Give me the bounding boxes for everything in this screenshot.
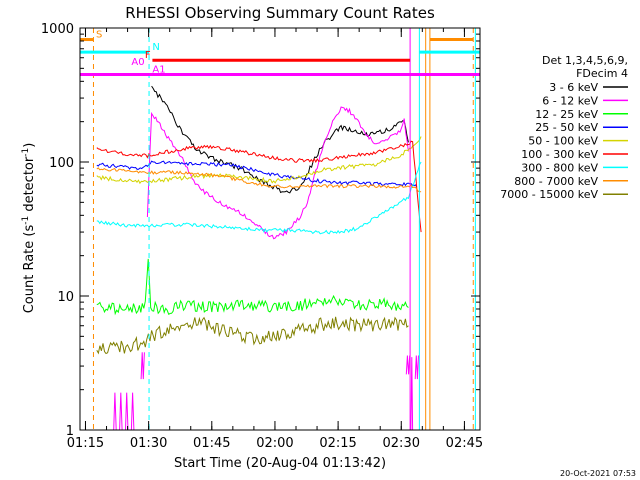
legend-header-line-2: FDecim 4 <box>576 67 628 80</box>
y-tick-label: 100 <box>49 156 74 171</box>
low-count-segment <box>410 357 414 431</box>
low-count-segment <box>119 392 123 431</box>
series-line-7 <box>96 161 422 235</box>
low-count-segment <box>130 392 135 431</box>
legend-entry-label: 3 - 6 keV <box>549 81 598 94</box>
legend-entry-label: 12 - 25 keV <box>535 108 598 121</box>
state-label-a1: A1 <box>152 64 165 75</box>
y-tick-label: 1 <box>66 424 74 439</box>
series-line-8 <box>96 167 422 193</box>
legend-entry-label: 100 - 300 keV <box>521 148 598 161</box>
low-count-segment <box>125 392 129 431</box>
legend-entry-label: 50 - 100 keV <box>528 135 598 148</box>
x-tick-label: 02:45 <box>446 436 483 451</box>
vertical-marker-layer <box>92 28 476 430</box>
series-layer <box>96 85 422 431</box>
state-label-f: F <box>145 50 151 61</box>
state-label-n: N <box>152 42 159 53</box>
legend-entry-label: 25 - 50 keV <box>535 121 598 134</box>
series-line-2 <box>146 106 409 240</box>
legend-entry-label: 6 - 12 keV <box>542 94 598 107</box>
x-tick-label: 02:15 <box>319 436 356 451</box>
series-line-6 <box>96 140 422 233</box>
x-tick-label: 01:45 <box>193 436 230 451</box>
timestamp: 20-Oct-2021 07:53 <box>560 469 636 478</box>
plot-frame <box>79 27 481 431</box>
x-axis-label: Start Time (20-Aug-04 01:13:42) <box>174 456 386 471</box>
legend-entry-label: 7000 - 15000 keV <box>500 188 598 201</box>
y-axis-ticks: 1 10 100 1000 <box>41 22 480 439</box>
series-line-9 <box>96 316 409 355</box>
series-line-4 <box>96 160 418 188</box>
low-count-segment <box>414 355 419 380</box>
legend-entry-label: 800 - 7000 keV <box>514 175 598 188</box>
state-label-s: S <box>96 30 102 41</box>
legend-header-line-1: Det 1,3,4,5,6,9, <box>542 54 628 67</box>
x-tick-label: 02:30 <box>383 436 420 451</box>
x-tick-label: 01:30 <box>130 436 167 451</box>
state-label-a0: A0 <box>131 57 144 68</box>
chart-title: RHESSI Observing Summary Count Rates <box>125 4 435 22</box>
series-line-3 <box>96 258 409 316</box>
y-tick-label: 1000 <box>41 22 74 37</box>
x-tick-label: 01:15 <box>67 436 104 451</box>
low-count-segment <box>405 355 411 375</box>
y-tick-label: 10 <box>57 290 74 305</box>
legend-entry-label: 300 - 800 keV <box>521 161 598 174</box>
x-axis-ticks: 01:15 01:30 01:45 02:00 02:15 02:30 02:45 <box>67 28 483 451</box>
low-count-segment <box>113 392 117 431</box>
x-tick-label: 02:00 <box>256 436 293 451</box>
y-axis-label: Count Rate (s-1 detector-1) <box>21 143 37 314</box>
series-line-5 <box>96 136 422 185</box>
low-count-segment <box>140 352 145 380</box>
